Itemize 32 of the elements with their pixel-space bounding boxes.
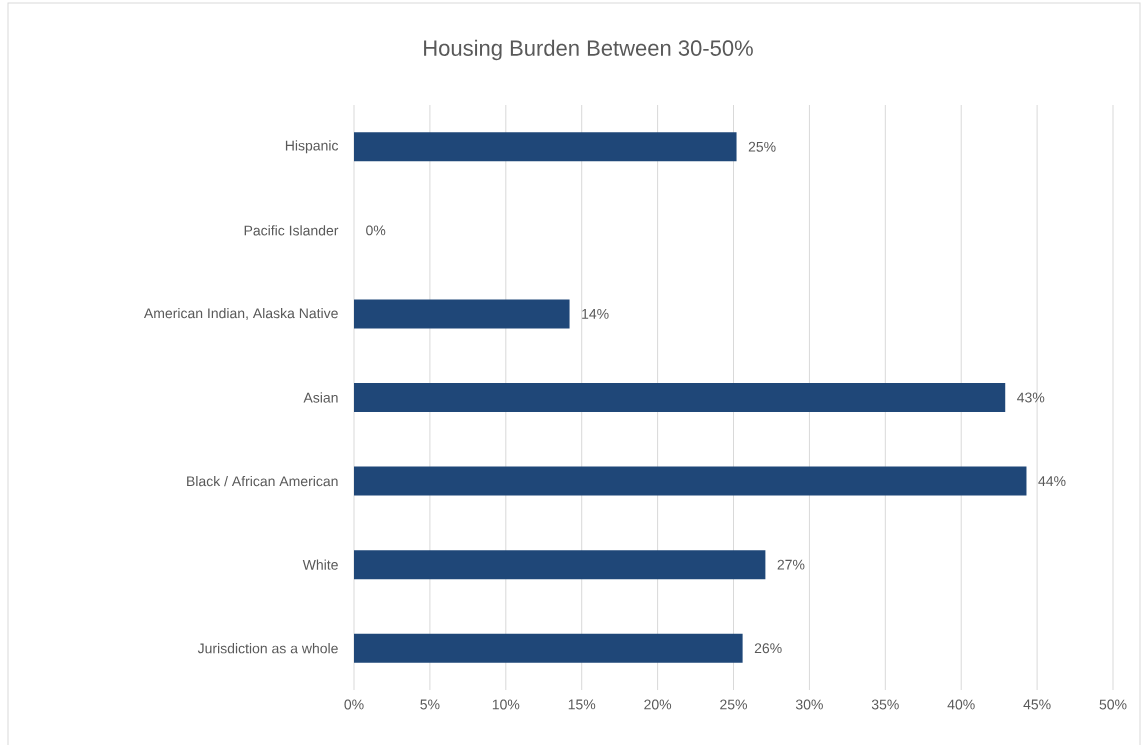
x-tick-label: 20%	[644, 699, 672, 710]
bar	[354, 466, 1027, 496]
x-tick-label: 50%	[1099, 699, 1127, 710]
x-tick-label: 45%	[1023, 699, 1051, 710]
x-tick-label: 35%	[871, 699, 899, 710]
bar	[354, 132, 737, 162]
chart-title: Housing Burden Between 30-50%	[424, 39, 753, 61]
data-label: 27%	[777, 559, 805, 570]
x-tick-label: 5%	[420, 699, 440, 710]
x-tick-label: 40%	[947, 699, 975, 710]
bar	[354, 633, 743, 663]
bar	[354, 383, 1006, 412]
x-tick-label: 15%	[568, 699, 596, 710]
x-tick-label: 30%	[795, 699, 823, 710]
bar	[354, 550, 766, 580]
data-label: 43%	[1017, 392, 1045, 403]
x-tick-label: 25%	[720, 699, 748, 710]
y-tick-label: Pacific Islander	[244, 225, 339, 236]
y-tick-label: Black / African American	[187, 475, 338, 487]
data-label: 25%	[748, 141, 776, 152]
y-tick-label: Jurisdiction as a whole	[197, 643, 338, 654]
x-tick-label: 10%	[492, 699, 520, 710]
y-tick-label: Asian	[303, 392, 338, 403]
x-tick-label: 0%	[344, 699, 364, 710]
data-label: 14%	[582, 309, 609, 319]
y-tick-label: White	[302, 559, 338, 570]
data-label: 44%	[1038, 476, 1066, 486]
data-label: 26%	[754, 643, 782, 654]
y-tick-label: Hispanic	[285, 140, 339, 154]
data-label: 0%	[366, 225, 386, 236]
bar	[354, 299, 570, 329]
y-tick-label: American Indian, Alaska Native	[143, 307, 338, 320]
